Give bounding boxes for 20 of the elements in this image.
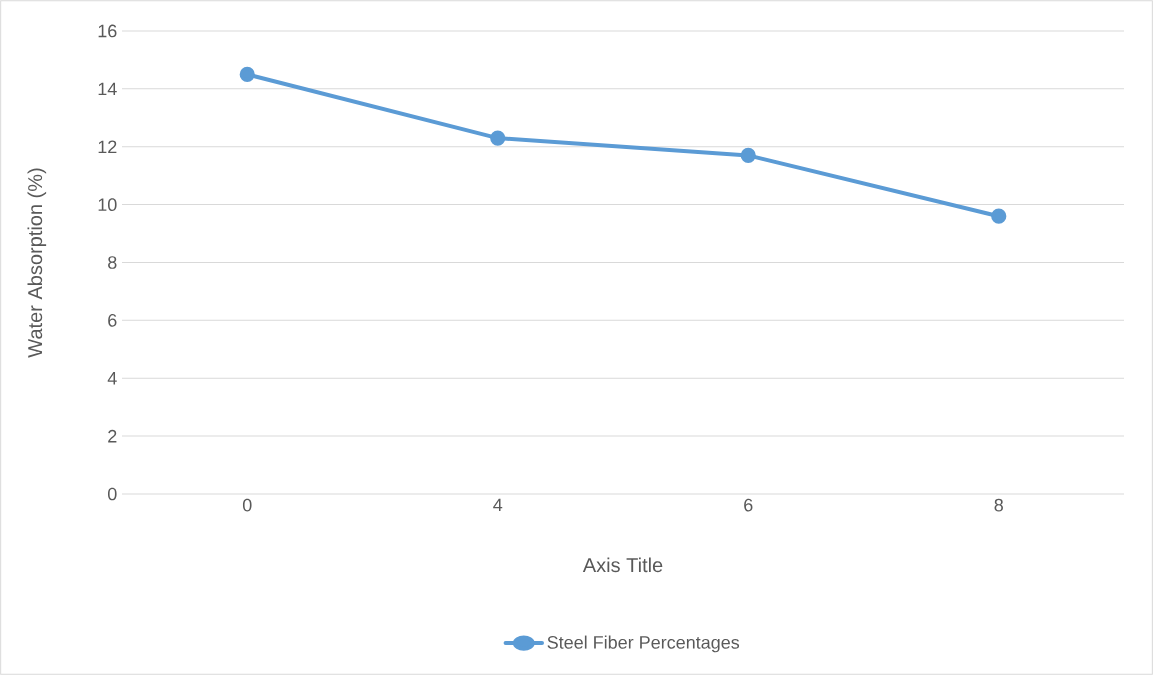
y-tick-label: 10: [98, 198, 117, 211]
y-tick-label: 16: [98, 24, 117, 38]
y-tick-label: 0: [107, 487, 117, 501]
x-axis-title: Axis Title: [582, 557, 663, 573]
y-axis-title: Water Absorption (%): [27, 168, 47, 358]
y-tick-label: 8: [108, 256, 117, 269]
x-tick-label: 8: [994, 498, 1003, 512]
x-tick-label: 0: [242, 498, 252, 512]
point: [490, 130, 506, 146]
y-tick-label: 4: [107, 372, 117, 385]
y-tick-label: 12: [98, 140, 117, 154]
point: [991, 208, 1007, 224]
x-tick-label: 4: [493, 498, 503, 512]
y-tick-label: 14: [98, 82, 117, 96]
x-tick-label: 6: [744, 498, 753, 512]
legend-label: Steel Fiber Percentages: [547, 635, 740, 653]
y-tick-label: 2: [108, 429, 117, 443]
point: [740, 147, 756, 164]
point: [239, 66, 255, 82]
y-tick-label: 6: [108, 314, 117, 327]
